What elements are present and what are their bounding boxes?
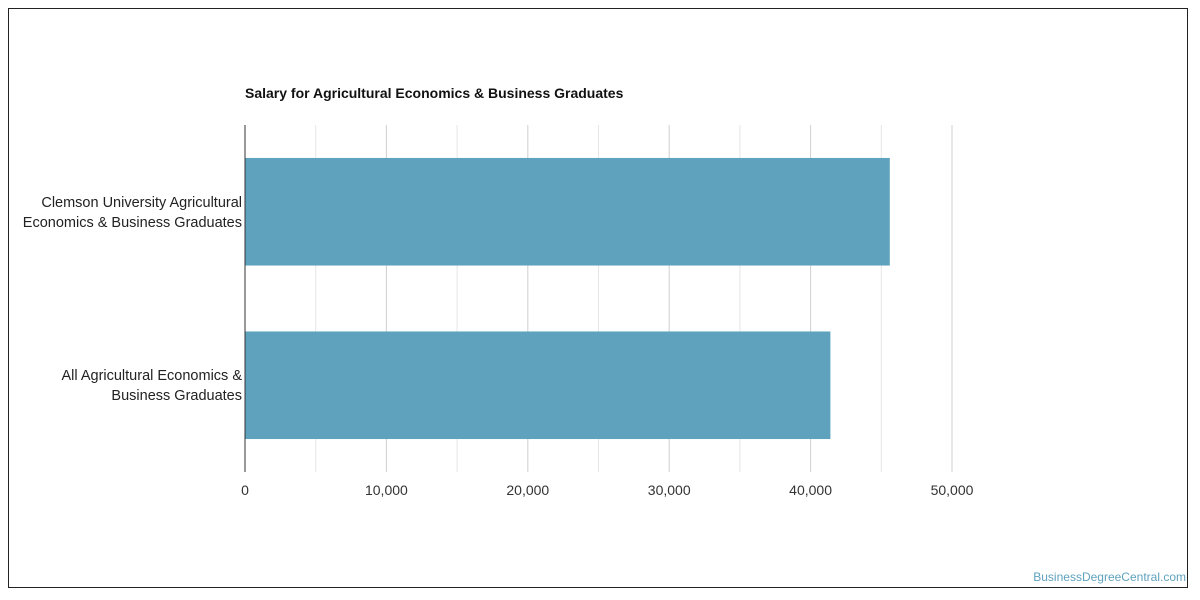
bar-0 — [245, 157, 890, 266]
bars — [245, 157, 890, 440]
chart-title: Salary for Agricultural Economics & Busi… — [245, 85, 624, 101]
x-tick-label: 10,000 — [365, 482, 408, 498]
x-tick-label: 40,000 — [789, 482, 832, 498]
category-label-line: Clemson University Agricultural — [41, 195, 242, 211]
x-tick-label: 20,000 — [506, 482, 549, 498]
x-tick-labels: 0 10,000 20,000 30,000 40,000 50,000 — [241, 482, 974, 498]
x-tick-label: 30,000 — [648, 482, 691, 498]
bar-1 — [245, 331, 831, 440]
category-label-clemson: Clemson University Agricultural Economic… — [2, 193, 242, 233]
x-tick-label: 50,000 — [931, 482, 974, 498]
category-label-line: Economics & Business Graduates — [22, 215, 242, 231]
category-label-line: All Agricultural Economics & — [61, 368, 242, 384]
x-tick-label: 0 — [241, 482, 249, 498]
watermark: BusinessDegreeCentral.com — [1033, 570, 1186, 584]
category-label-line: Business Graduates — [111, 388, 242, 404]
category-label-all: All Agricultural Economics & Business Gr… — [2, 366, 242, 406]
